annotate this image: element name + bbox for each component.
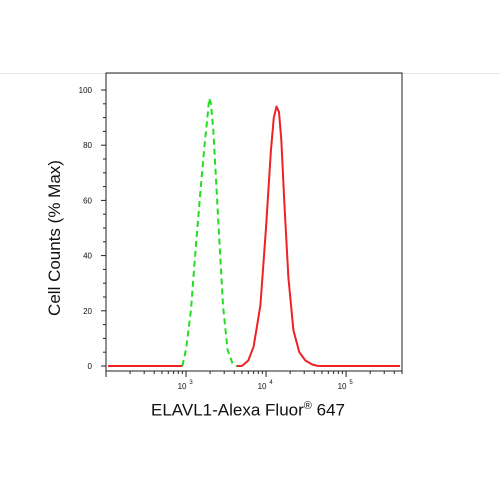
plot-frame xyxy=(105,72,403,372)
x-tick-exponent: 3 xyxy=(189,380,193,386)
y-axis-label: Cell Counts (% Max) xyxy=(45,160,64,316)
x-axis-label-tail: 647 xyxy=(311,400,345,420)
x-axis-ticks: 10 3 10 4 10 5 xyxy=(105,371,403,391)
y-tick-label: 40 xyxy=(83,252,92,261)
registered-mark: ® xyxy=(303,400,312,412)
histogram-curves xyxy=(108,97,400,367)
x-tick-exponent: 5 xyxy=(349,380,353,386)
x-axis-label-main: ELAVL1-Alexa Fluor xyxy=(151,400,304,420)
y-tick-label: 80 xyxy=(83,141,92,150)
x-tick-label: 10 xyxy=(258,382,267,391)
x-tick-label: 10 xyxy=(178,382,187,391)
series-curve-2 xyxy=(241,105,319,367)
y-axis-ticks: 0 20 40 60 80 100 xyxy=(79,86,106,371)
y-tick-label: 60 xyxy=(83,196,92,205)
y-tick-label: 0 xyxy=(88,362,93,371)
x-axis-label: ELAVL1-Alexa Fluor® 647 xyxy=(151,400,345,421)
x-tick-label: 10 xyxy=(338,382,347,391)
x-tick-exponent: 4 xyxy=(269,380,273,386)
y-tick-label: 20 xyxy=(83,307,92,316)
y-tick-label: 100 xyxy=(79,86,93,95)
series-curve-1 xyxy=(181,97,238,367)
